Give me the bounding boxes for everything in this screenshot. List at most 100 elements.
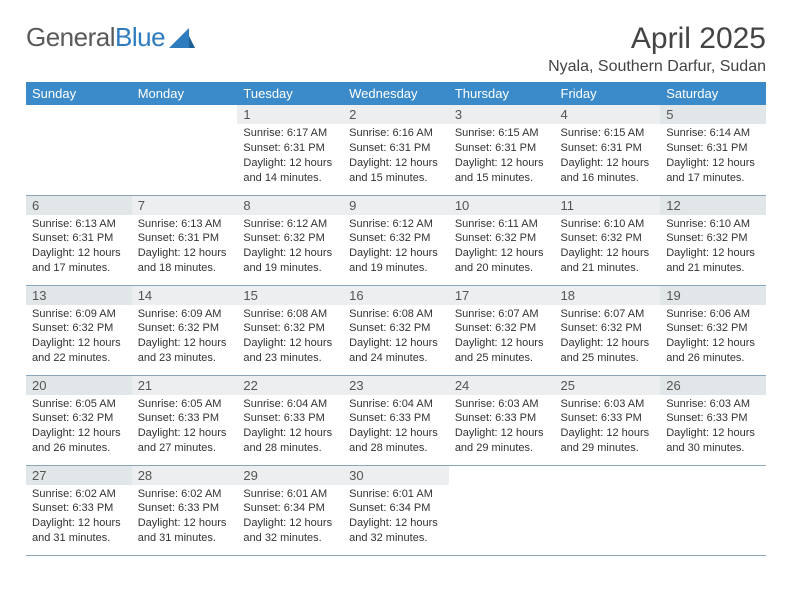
calendar-cell: 16Sunrise: 6:08 AMSunset: 6:32 PMDayligh… <box>343 285 449 375</box>
day-number: 19 <box>660 286 766 305</box>
month-title: April 2025 <box>548 22 766 56</box>
calendar-row: 27Sunrise: 6:02 AMSunset: 6:33 PMDayligh… <box>26 465 766 555</box>
day-info: Sunrise: 6:14 AMSunset: 6:31 PMDaylight:… <box>660 124 766 189</box>
calendar-cell: 2Sunrise: 6:16 AMSunset: 6:31 PMDaylight… <box>343 105 449 195</box>
calendar-row: 13Sunrise: 6:09 AMSunset: 6:32 PMDayligh… <box>26 285 766 375</box>
day-info: Sunrise: 6:09 AMSunset: 6:32 PMDaylight:… <box>26 305 132 370</box>
calendar-cell: 27Sunrise: 6:02 AMSunset: 6:33 PMDayligh… <box>26 465 132 555</box>
day-info: Sunrise: 6:05 AMSunset: 6:32 PMDaylight:… <box>26 395 132 460</box>
day-number: 11 <box>555 196 661 215</box>
calendar-cell <box>660 465 766 555</box>
calendar-cell: 4Sunrise: 6:15 AMSunset: 6:31 PMDaylight… <box>555 105 661 195</box>
day-number: 25 <box>555 376 661 395</box>
calendar-cell <box>132 105 238 195</box>
calendar-row: 1Sunrise: 6:17 AMSunset: 6:31 PMDaylight… <box>26 105 766 195</box>
calendar-cell: 1Sunrise: 6:17 AMSunset: 6:31 PMDaylight… <box>237 105 343 195</box>
day-info: Sunrise: 6:03 AMSunset: 6:33 PMDaylight:… <box>449 395 555 460</box>
calendar-cell: 5Sunrise: 6:14 AMSunset: 6:31 PMDaylight… <box>660 105 766 195</box>
calendar-cell: 17Sunrise: 6:07 AMSunset: 6:32 PMDayligh… <box>449 285 555 375</box>
day-info: Sunrise: 6:13 AMSunset: 6:31 PMDaylight:… <box>26 215 132 280</box>
calendar-cell: 21Sunrise: 6:05 AMSunset: 6:33 PMDayligh… <box>132 375 238 465</box>
day-info: Sunrise: 6:07 AMSunset: 6:32 PMDaylight:… <box>555 305 661 370</box>
dow-saturday: Saturday <box>660 82 766 105</box>
calendar-cell: 23Sunrise: 6:04 AMSunset: 6:33 PMDayligh… <box>343 375 449 465</box>
calendar-cell: 7Sunrise: 6:13 AMSunset: 6:31 PMDaylight… <box>132 195 238 285</box>
day-number: 28 <box>132 466 238 485</box>
calendar-cell: 8Sunrise: 6:12 AMSunset: 6:32 PMDaylight… <box>237 195 343 285</box>
calendar-cell: 15Sunrise: 6:08 AMSunset: 6:32 PMDayligh… <box>237 285 343 375</box>
calendar-cell: 30Sunrise: 6:01 AMSunset: 6:34 PMDayligh… <box>343 465 449 555</box>
day-info: Sunrise: 6:03 AMSunset: 6:33 PMDaylight:… <box>660 395 766 460</box>
day-number: 20 <box>26 376 132 395</box>
day-number: 27 <box>26 466 132 485</box>
day-number: 17 <box>449 286 555 305</box>
dow-thursday: Thursday <box>449 82 555 105</box>
calendar-cell: 24Sunrise: 6:03 AMSunset: 6:33 PMDayligh… <box>449 375 555 465</box>
calendar-cell: 10Sunrise: 6:11 AMSunset: 6:32 PMDayligh… <box>449 195 555 285</box>
day-number: 24 <box>449 376 555 395</box>
day-info: Sunrise: 6:04 AMSunset: 6:33 PMDaylight:… <box>237 395 343 460</box>
day-info: Sunrise: 6:04 AMSunset: 6:33 PMDaylight:… <box>343 395 449 460</box>
day-info: Sunrise: 6:17 AMSunset: 6:31 PMDaylight:… <box>237 124 343 189</box>
dow-wednesday: Wednesday <box>343 82 449 105</box>
title-block: April 2025 Nyala, Southern Darfur, Sudan <box>548 22 766 76</box>
day-of-week-row: Sunday Monday Tuesday Wednesday Thursday… <box>26 82 766 105</box>
day-number: 15 <box>237 286 343 305</box>
day-info: Sunrise: 6:01 AMSunset: 6:34 PMDaylight:… <box>343 485 449 550</box>
calendar-cell: 6Sunrise: 6:13 AMSunset: 6:31 PMDaylight… <box>26 195 132 285</box>
dow-monday: Monday <box>132 82 238 105</box>
calendar-table: Sunday Monday Tuesday Wednesday Thursday… <box>26 82 766 556</box>
day-number: 9 <box>343 196 449 215</box>
calendar-cell <box>449 465 555 555</box>
calendar-cell: 9Sunrise: 6:12 AMSunset: 6:32 PMDaylight… <box>343 195 449 285</box>
calendar-cell: 28Sunrise: 6:02 AMSunset: 6:33 PMDayligh… <box>132 465 238 555</box>
calendar-cell: 29Sunrise: 6:01 AMSunset: 6:34 PMDayligh… <box>237 465 343 555</box>
calendar-cell: 3Sunrise: 6:15 AMSunset: 6:31 PMDaylight… <box>449 105 555 195</box>
dow-friday: Friday <box>555 82 661 105</box>
day-info: Sunrise: 6:13 AMSunset: 6:31 PMDaylight:… <box>132 215 238 280</box>
day-info: Sunrise: 6:09 AMSunset: 6:32 PMDaylight:… <box>132 305 238 370</box>
logo-text-general: General <box>26 22 115 53</box>
day-info: Sunrise: 6:02 AMSunset: 6:33 PMDaylight:… <box>132 485 238 550</box>
calendar-cell: 25Sunrise: 6:03 AMSunset: 6:33 PMDayligh… <box>555 375 661 465</box>
day-number: 5 <box>660 105 766 124</box>
calendar-body: 1Sunrise: 6:17 AMSunset: 6:31 PMDaylight… <box>26 105 766 555</box>
calendar-cell <box>26 105 132 195</box>
day-number: 1 <box>237 105 343 124</box>
day-info: Sunrise: 6:16 AMSunset: 6:31 PMDaylight:… <box>343 124 449 189</box>
day-number: 10 <box>449 196 555 215</box>
calendar-cell <box>555 465 661 555</box>
day-info: Sunrise: 6:08 AMSunset: 6:32 PMDaylight:… <box>237 305 343 370</box>
day-number: 14 <box>132 286 238 305</box>
day-info: Sunrise: 6:10 AMSunset: 6:32 PMDaylight:… <box>555 215 661 280</box>
calendar-cell: 20Sunrise: 6:05 AMSunset: 6:32 PMDayligh… <box>26 375 132 465</box>
day-number: 4 <box>555 105 661 124</box>
day-info: Sunrise: 6:01 AMSunset: 6:34 PMDaylight:… <box>237 485 343 550</box>
day-info: Sunrise: 6:15 AMSunset: 6:31 PMDaylight:… <box>555 124 661 189</box>
dow-tuesday: Tuesday <box>237 82 343 105</box>
sail-icon <box>169 28 195 48</box>
day-info: Sunrise: 6:12 AMSunset: 6:32 PMDaylight:… <box>343 215 449 280</box>
day-number: 22 <box>237 376 343 395</box>
day-number: 2 <box>343 105 449 124</box>
calendar-cell: 22Sunrise: 6:04 AMSunset: 6:33 PMDayligh… <box>237 375 343 465</box>
day-number: 6 <box>26 196 132 215</box>
day-number: 16 <box>343 286 449 305</box>
day-info: Sunrise: 6:05 AMSunset: 6:33 PMDaylight:… <box>132 395 238 460</box>
day-info: Sunrise: 6:03 AMSunset: 6:33 PMDaylight:… <box>555 395 661 460</box>
day-number: 12 <box>660 196 766 215</box>
calendar-cell: 11Sunrise: 6:10 AMSunset: 6:32 PMDayligh… <box>555 195 661 285</box>
day-number: 8 <box>237 196 343 215</box>
day-number: 23 <box>343 376 449 395</box>
day-number: 18 <box>555 286 661 305</box>
day-number: 3 <box>449 105 555 124</box>
calendar-row: 6Sunrise: 6:13 AMSunset: 6:31 PMDaylight… <box>26 195 766 285</box>
day-number: 21 <box>132 376 238 395</box>
day-info: Sunrise: 6:12 AMSunset: 6:32 PMDaylight:… <box>237 215 343 280</box>
day-info: Sunrise: 6:10 AMSunset: 6:32 PMDaylight:… <box>660 215 766 280</box>
logo: GeneralBlue <box>26 22 195 53</box>
calendar-cell: 14Sunrise: 6:09 AMSunset: 6:32 PMDayligh… <box>132 285 238 375</box>
calendar-row: 20Sunrise: 6:05 AMSunset: 6:32 PMDayligh… <box>26 375 766 465</box>
header: GeneralBlue April 2025 Nyala, Southern D… <box>26 22 766 76</box>
calendar-cell: 19Sunrise: 6:06 AMSunset: 6:32 PMDayligh… <box>660 285 766 375</box>
